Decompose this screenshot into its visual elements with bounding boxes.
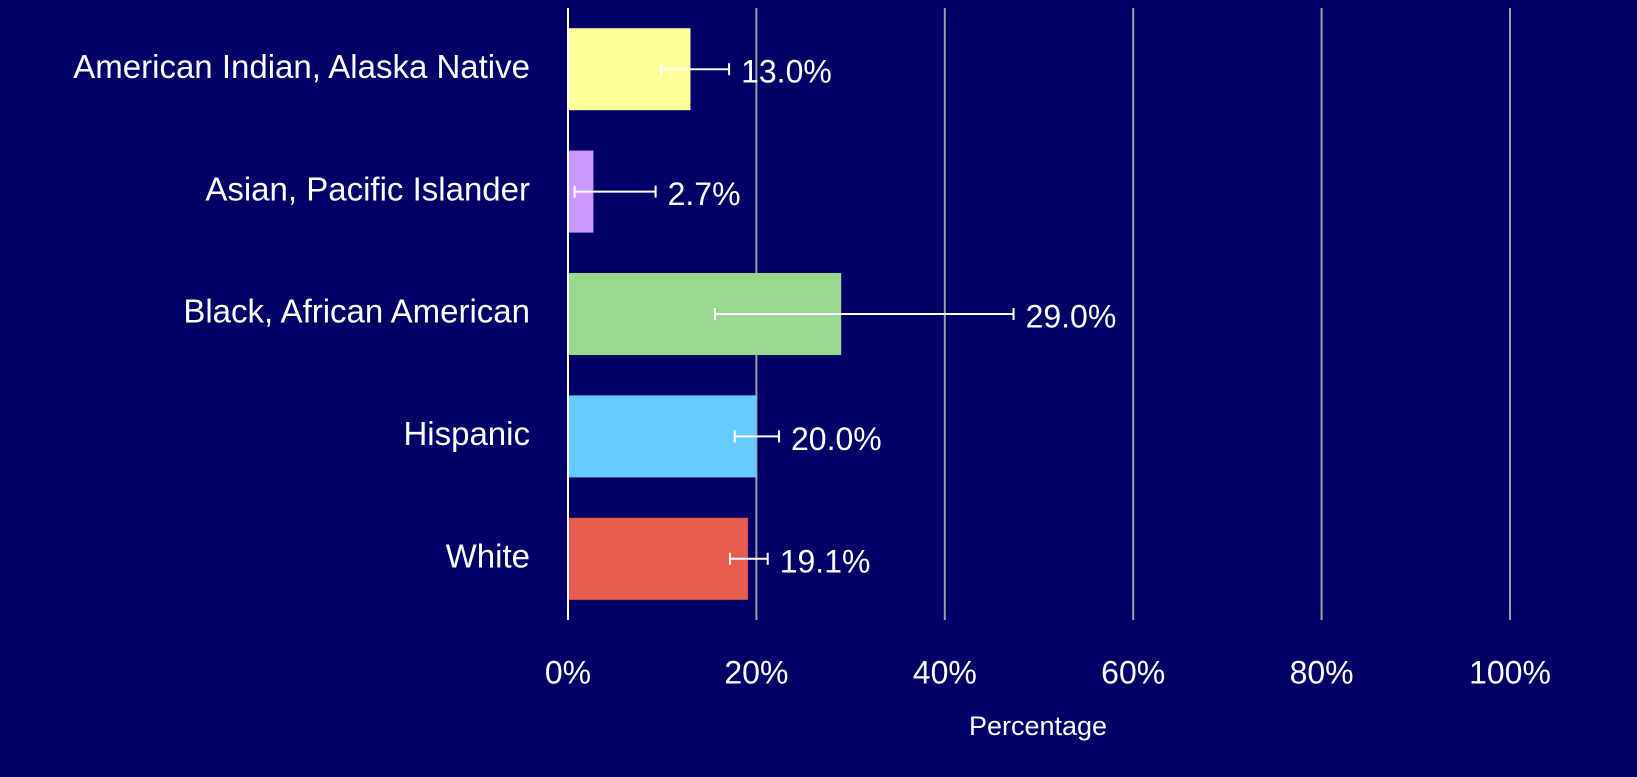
- x-tick-label: 20%: [724, 654, 788, 690]
- y-tick-label: Black, African American: [183, 293, 530, 330]
- x-tick-label: 0%: [545, 654, 591, 690]
- x-axis-title: Percentage: [969, 711, 1107, 741]
- value-label: 29.0%: [1026, 298, 1117, 334]
- value-label: 20.0%: [791, 421, 882, 457]
- y-tick-label: Asian, Pacific Islander: [205, 170, 530, 207]
- y-tick-label: American Indian, Alaska Native: [73, 48, 530, 85]
- x-tick-label: 100%: [1469, 654, 1551, 690]
- x-tick-label: 40%: [913, 654, 977, 690]
- y-tick-label: White: [446, 538, 530, 575]
- bar: [568, 395, 757, 478]
- value-label: 13.0%: [741, 54, 832, 90]
- bar: [568, 517, 748, 600]
- value-label: 2.7%: [668, 176, 741, 212]
- x-tick-label: 80%: [1290, 654, 1354, 690]
- y-tick-label: Hispanic: [403, 415, 530, 452]
- value-label: 19.1%: [780, 543, 871, 579]
- x-tick-label: 60%: [1101, 654, 1165, 690]
